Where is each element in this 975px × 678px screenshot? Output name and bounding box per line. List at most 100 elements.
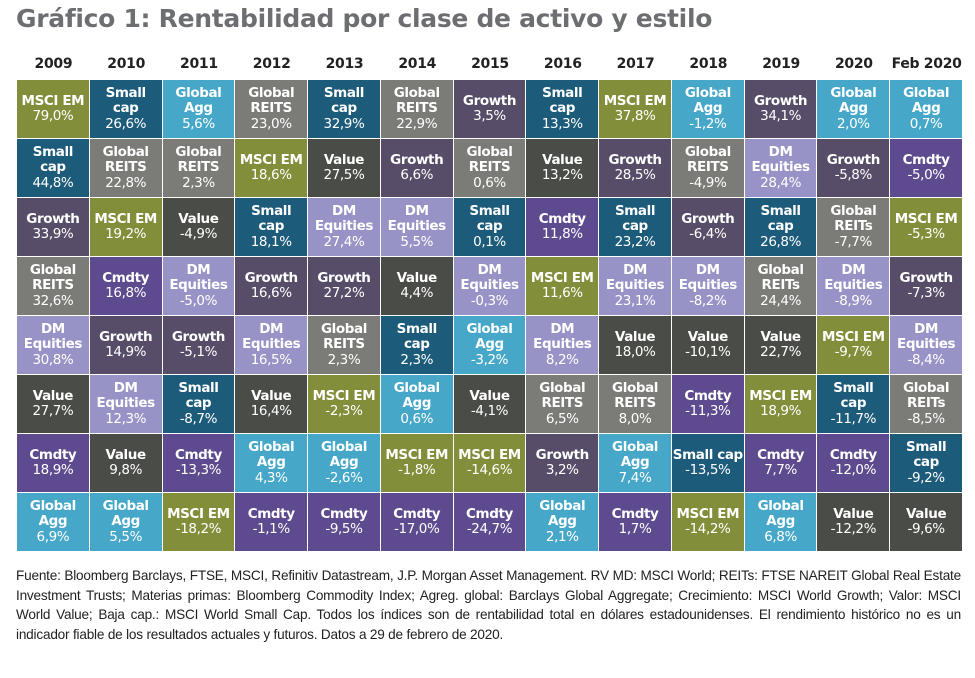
asset-label: MSCI EM [94,210,157,227]
return-cell: Global Agg 6,8% [744,493,818,552]
return-value: -9,2% [907,469,946,486]
asset-label: Global [830,84,877,101]
asset-label: DM [332,202,356,219]
asset-label: Growth [26,210,80,227]
asset-label: DM [550,320,575,337]
asset-label: MSCI EM [822,328,885,345]
return-value: 0,7% [909,115,943,132]
return-value: 18,6% [250,167,292,183]
asset-label: Growth [171,328,226,345]
return-value: -6,4% [689,226,727,242]
return-value: 4,3% [254,469,288,486]
return-value: -5,1% [179,344,218,360]
return-value: 27,7% [32,403,74,419]
asset-label: Agg [693,100,723,117]
return-value: 6,6% [400,167,434,183]
return-cell: Global Agg 4,3% [235,434,309,493]
return-value: 1,7% [618,521,652,537]
return-cell: Cmdty -11,3% [671,375,745,434]
return-value: 2,1% [545,528,579,545]
return-cell: Global Agg 6,9% [17,493,90,552]
return-cell: Value 22,7% [744,316,818,375]
return-value: 5,6% [182,115,215,132]
return-value: 0,1% [473,233,506,250]
asset-label: Small [396,320,438,337]
return-value: -5,0% [179,292,218,309]
asset-label: cap [185,395,212,412]
asset-label: Agg [547,513,577,530]
return-value: 13,2% [541,167,583,183]
asset-label: Equities [314,218,374,235]
return-value: 2,3% [400,351,434,368]
return-cell: Value 18,0% [599,316,672,375]
return-cell: Cmdty -17,0% [380,493,454,552]
asset-label: cap [331,100,357,117]
return-value: -7,3% [907,285,946,301]
asset-label: Small [323,84,365,101]
return-value: -8,7% [179,410,218,427]
return-cell: Growth 6,6% [380,139,454,198]
return-cell: MSCI EM -1,8% [380,434,454,493]
return-value: 8,2% [545,351,579,368]
return-value: 34,1% [760,108,802,124]
return-cell: Cmdty -1,1% [235,493,309,552]
asset-label: Global [757,497,804,514]
asset-label: Small [614,202,656,219]
return-value: -18,2% [175,521,222,537]
asset-label: cap [913,454,939,471]
asset-label: DM [841,261,866,278]
return-value: 4,4% [400,285,434,301]
return-value: 6,5% [545,410,579,427]
return-value: -2,6% [325,469,363,486]
return-value: 30,8% [32,351,74,368]
asset-label: Agg [184,100,213,117]
return-cell: Value -4,1% [453,375,527,434]
asset-label: Equities [751,159,810,176]
return-value: 23,2% [614,233,656,250]
return-value: 2,3% [182,174,215,191]
return-cell: Global REITS 22,9% [380,80,454,139]
return-cell: Growth 33,9% [17,198,90,257]
return-value: 11,8% [541,226,583,242]
column-header: 2017 [616,56,655,72]
return-cell: DM Equities 30,8% [17,316,90,375]
return-cell: Small cap 13,3% [526,80,600,139]
return-cell: Growth 16,6% [235,257,309,316]
asset-label: MSCI EM [21,92,85,109]
return-value: -7,7% [834,233,873,250]
return-cell: Value -4,9% [162,198,236,257]
return-value: -8,9% [834,292,873,309]
return-value: -8,2% [689,292,727,309]
asset-label: Global [393,84,440,101]
return-cell: Global Agg 2,0% [817,80,891,139]
return-cell: Small cap 18,1% [235,198,309,257]
return-cell: Global REITS 22,8% [89,139,163,198]
return-value: 79,0% [32,108,74,124]
return-value: -5,8% [834,167,873,183]
asset-label: REITS [32,277,74,294]
asset-label: Global [830,202,877,219]
return-value: -1,2% [689,115,727,132]
return-value: 7,4% [618,469,652,486]
asset-label: Global [393,379,440,396]
return-value: 0,6% [400,410,434,427]
asset-label: Global [612,379,659,396]
return-value: -13,3% [175,462,222,478]
return-cell: Global REITs -7,7% [817,198,891,257]
return-value: -3,2% [470,351,509,368]
return-cell: Small cap -9,2% [890,434,963,493]
return-cell: Growth 34,1% [744,80,818,139]
return-value: 19,2% [105,226,147,242]
asset-label: cap [403,336,430,353]
column-header: 2012 [252,56,291,72]
asset-label: Global [175,143,222,160]
asset-label: Value [905,505,947,522]
asset-label: REITS [177,159,220,176]
column-header: Feb 2020 [891,56,962,72]
return-cell: Growth 14,9% [89,316,163,375]
return-cell: Global REITS 2,3% [162,139,236,198]
asset-label: Cmdty [611,505,659,522]
return-cell: Global REITS -4,9% [671,139,745,198]
return-value: 18,0% [614,344,656,360]
asset-label: Equities [96,395,156,412]
